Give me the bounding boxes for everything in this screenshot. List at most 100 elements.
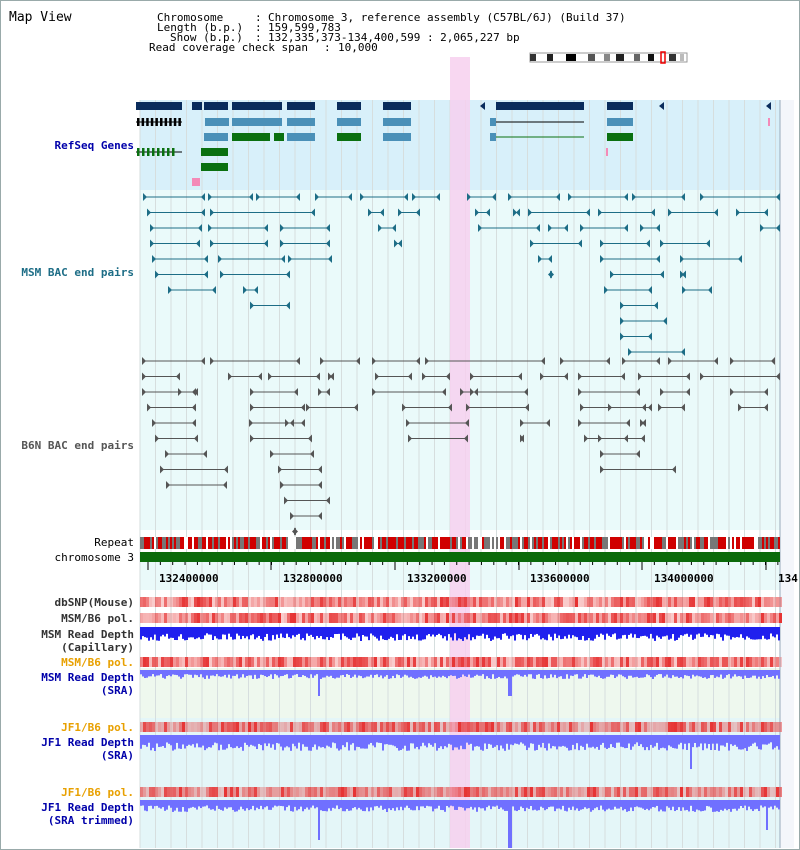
depth-bar xyxy=(414,735,416,749)
track-label-msm-b6-pol[interactable]: MSM/B6 pol. xyxy=(61,612,134,625)
gene-exon xyxy=(274,133,284,141)
depth-bar xyxy=(588,627,590,638)
pol-cell xyxy=(209,657,212,667)
repeat-block xyxy=(142,537,144,549)
track-label-jf1-b6-pol-trim[interactable]: JF1/B6 pol. xyxy=(61,786,134,799)
repeat-block xyxy=(598,537,600,549)
depth-bar xyxy=(464,800,466,811)
pol-cell xyxy=(629,787,632,797)
track-label-msm-b6-pol-sra[interactable]: MSM/B6 pol. xyxy=(61,656,134,669)
depth-bar xyxy=(494,670,496,679)
repeat-block xyxy=(754,537,756,549)
pol-cell xyxy=(611,722,614,732)
pol-cell xyxy=(560,657,563,667)
track-label-b6n-bac[interactable]: B6N BAC end pairs xyxy=(21,439,134,452)
depth-bar xyxy=(300,800,302,807)
dbsnp-cell xyxy=(320,597,323,607)
b6n-bac-end xyxy=(194,434,198,443)
pol-cell xyxy=(329,613,332,623)
repeat-block xyxy=(434,537,436,549)
pol-cell xyxy=(311,787,314,797)
track-label-jf1-b6-pol[interactable]: JF1/B6 pol. xyxy=(61,721,134,734)
dbsnp-cell xyxy=(680,597,683,607)
depth-bar xyxy=(400,800,402,807)
track-label-chromosome[interactable]: chromosome 3 xyxy=(54,551,134,564)
track-label-jf1-depth[interactable]: JF1 Read Depth xyxy=(41,736,134,749)
depth-bar xyxy=(260,627,262,639)
depth-bar xyxy=(408,670,410,678)
depth-bar xyxy=(708,627,710,638)
track-label-msm-depth-sra[interactable]: MSM Read Depth xyxy=(41,671,134,684)
depth-bar xyxy=(578,800,580,811)
track-label-msm-depth-cap[interactable]: MSM Read Depth xyxy=(41,628,134,641)
pol-cell xyxy=(254,613,257,623)
depth-bar xyxy=(372,735,374,746)
dbsnp-cell xyxy=(407,597,410,607)
track-label-jf1-depth-trim[interactable]: JF1 Read Depth xyxy=(41,801,134,814)
repeat-block xyxy=(462,537,464,549)
depth-bar xyxy=(178,627,180,637)
gene-exon xyxy=(136,102,182,110)
depth-bar xyxy=(198,627,200,638)
track-label-msm-depth-sra-sub: (SRA) xyxy=(100,684,134,697)
depth-bar xyxy=(196,800,198,810)
depth-bar xyxy=(498,735,500,751)
track-label-refseq[interactable]: RefSeq Genes xyxy=(54,139,134,152)
dbsnp-cell xyxy=(761,597,764,607)
depth-bar xyxy=(248,735,250,747)
depth-bar xyxy=(282,735,284,751)
pol-cell xyxy=(314,722,317,732)
track-label-repeat[interactable]: Repeat xyxy=(94,536,134,549)
pol-cell xyxy=(560,613,563,623)
depth-bar xyxy=(266,800,268,807)
pol-cell xyxy=(218,722,221,732)
pol-cell xyxy=(773,657,776,667)
msm-bac-end xyxy=(392,224,396,232)
dbsnp-cell xyxy=(590,597,593,607)
repeat-block xyxy=(464,537,466,549)
depth-bar xyxy=(712,800,714,812)
msm-bac-end xyxy=(598,208,602,217)
depth-bar xyxy=(152,670,154,675)
depth-bar xyxy=(316,800,318,808)
dbsnp-cell xyxy=(749,597,752,607)
pol-cell xyxy=(779,613,782,623)
pol-cell xyxy=(182,613,185,623)
repeat-block xyxy=(468,537,470,549)
depth-bar xyxy=(322,735,324,748)
depth-bar xyxy=(442,735,444,750)
pol-cell xyxy=(614,722,617,732)
depth-bar xyxy=(512,627,514,636)
depth-bar xyxy=(328,800,330,809)
track-label-msm-bac[interactable]: MSM BAC end pairs xyxy=(21,266,134,279)
coverage-value: 10,000 xyxy=(338,41,378,54)
dbsnp-cell xyxy=(257,597,260,607)
depth-bar xyxy=(618,627,620,639)
depth-bar xyxy=(766,627,768,640)
depth-bar xyxy=(420,735,422,747)
track-label-dbsnp[interactable]: dbSNP(Mouse) xyxy=(54,596,134,609)
depth-bar xyxy=(540,735,542,748)
depth-bar xyxy=(684,735,686,744)
gene-exon xyxy=(607,133,633,141)
depth-bar xyxy=(768,670,770,678)
dbsnp-cell xyxy=(224,597,227,607)
dbsnp-cell xyxy=(578,597,581,607)
depth-bar xyxy=(676,735,678,749)
depth-bar xyxy=(292,670,294,676)
depth-bar xyxy=(448,627,450,635)
pol-cell xyxy=(164,722,167,732)
dbsnp-cell xyxy=(581,597,584,607)
depth-bar xyxy=(476,627,478,636)
pol-cell xyxy=(755,613,758,623)
msm-bac-end xyxy=(738,255,742,263)
depth-bar xyxy=(218,627,220,640)
repeat-block xyxy=(340,537,342,549)
pol-cell xyxy=(152,722,155,732)
depth-bar xyxy=(148,735,150,743)
repeat-block xyxy=(632,537,634,549)
depth-bar xyxy=(524,735,526,746)
depth-bar xyxy=(166,735,168,743)
pol-cell xyxy=(323,722,326,732)
